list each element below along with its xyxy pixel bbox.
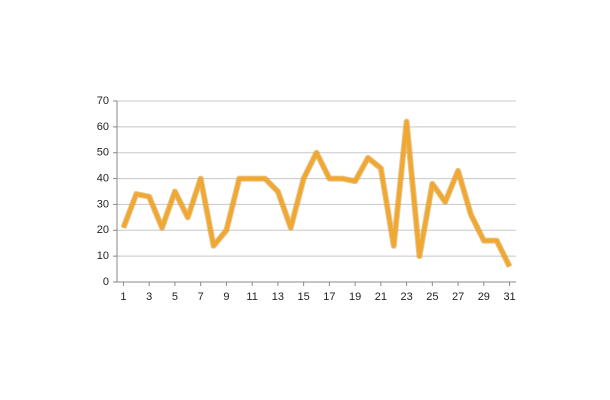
y-tick-label: 60: [97, 121, 109, 133]
y-tick-label: 40: [97, 172, 109, 184]
x-tick-label: 13: [272, 291, 284, 303]
x-tick-label: 3: [146, 291, 152, 303]
x-tick-label: 9: [223, 291, 229, 303]
x-tick-label: 27: [452, 291, 464, 303]
x-tick-label: 1: [120, 291, 126, 303]
x-tick-label: 29: [478, 291, 490, 303]
line-shadow: [120, 118, 513, 268]
x-tick-label: 25: [426, 291, 438, 303]
y-tick-label: 30: [97, 198, 109, 210]
line-series: [121, 119, 512, 268]
x-tick-label: 17: [323, 291, 335, 303]
x-tick-label: 5: [172, 291, 178, 303]
x-tick-label: 19: [349, 291, 361, 303]
x-tick-label: 31: [503, 291, 515, 303]
y-tick-label: 10: [97, 250, 109, 262]
y-tick-label: 50: [97, 147, 109, 159]
x-tick-label: 11: [246, 291, 257, 303]
x-tick-label: 21: [375, 291, 387, 303]
x-tick-label: 15: [298, 291, 310, 303]
x-tick-label: 7: [198, 291, 204, 303]
y-tick-label: 70: [97, 95, 109, 107]
x-tick-label: 23: [400, 291, 412, 303]
y-tick-label: 20: [97, 224, 109, 236]
y-tick-label: 0: [103, 276, 109, 288]
